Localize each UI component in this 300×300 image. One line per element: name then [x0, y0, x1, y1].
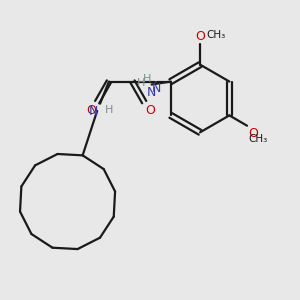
Text: H: H	[105, 105, 114, 115]
Text: O: O	[86, 103, 96, 117]
Text: H: H	[137, 78, 146, 88]
Text: O: O	[195, 29, 205, 43]
Text: N: N	[147, 86, 157, 99]
Text: CH₃: CH₃	[248, 134, 268, 144]
Text: H: H	[143, 74, 152, 84]
Text: O: O	[248, 127, 258, 140]
Text: O: O	[146, 103, 156, 117]
Text: CH₃: CH₃	[206, 31, 226, 40]
Text: N: N	[152, 82, 161, 95]
Text: N: N	[88, 105, 98, 118]
